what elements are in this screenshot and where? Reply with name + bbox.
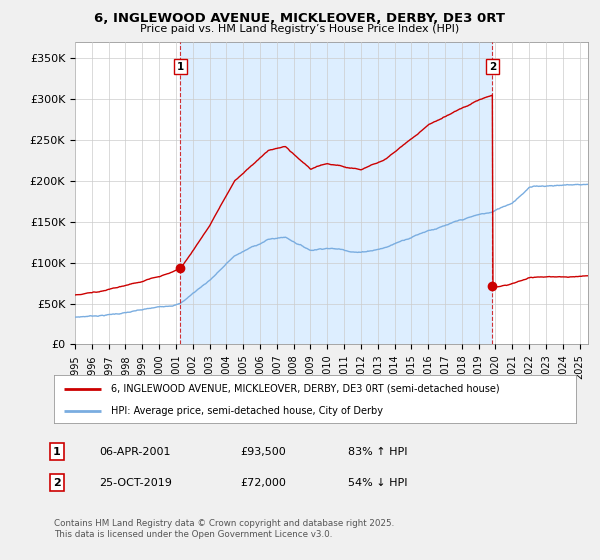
Bar <box>181 42 493 344</box>
Text: 06-APR-2001: 06-APR-2001 <box>99 447 170 457</box>
Text: £93,500: £93,500 <box>240 447 286 457</box>
Text: 54% ↓ HPI: 54% ↓ HPI <box>348 478 407 488</box>
Text: 1: 1 <box>53 447 61 457</box>
Text: Price paid vs. HM Land Registry’s House Price Index (HPI): Price paid vs. HM Land Registry’s House … <box>140 24 460 34</box>
Text: HPI: Average price, semi-detached house, City of Derby: HPI: Average price, semi-detached house,… <box>112 406 383 416</box>
Text: 1: 1 <box>177 62 184 72</box>
Text: 2: 2 <box>53 478 61 488</box>
Text: 2: 2 <box>489 62 496 72</box>
Text: 6, INGLEWOOD AVENUE, MICKLEOVER, DERBY, DE3 0RT: 6, INGLEWOOD AVENUE, MICKLEOVER, DERBY, … <box>95 12 505 25</box>
Text: 83% ↑ HPI: 83% ↑ HPI <box>348 447 407 457</box>
Text: Contains HM Land Registry data © Crown copyright and database right 2025.
This d: Contains HM Land Registry data © Crown c… <box>54 520 394 539</box>
Text: 25-OCT-2019: 25-OCT-2019 <box>99 478 172 488</box>
Text: 6, INGLEWOOD AVENUE, MICKLEOVER, DERBY, DE3 0RT (semi-detached house): 6, INGLEWOOD AVENUE, MICKLEOVER, DERBY, … <box>112 384 500 394</box>
Text: £72,000: £72,000 <box>240 478 286 488</box>
